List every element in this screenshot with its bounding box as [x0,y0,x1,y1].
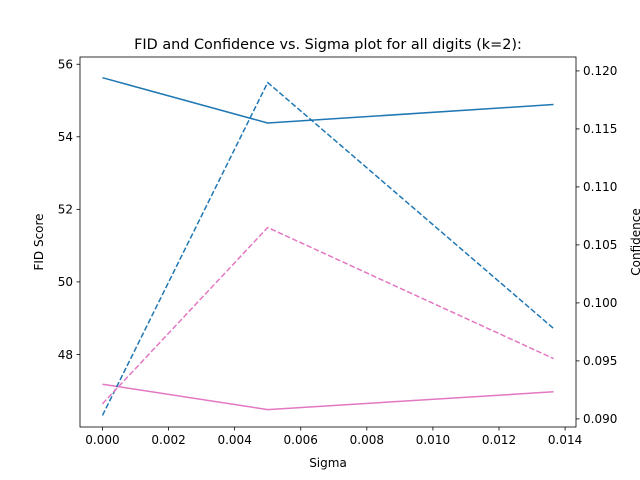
x-tick-label: 0.004 [217,433,251,447]
y-tick-label-right: 0.120 [583,64,617,78]
y-tick-label-left: 54 [58,130,73,144]
x-tick-label: 0.010 [416,433,450,447]
x-tick-label: 0.012 [482,433,516,447]
x-tick-label: 0.008 [350,433,384,447]
y-axis-right: 0.090 0.095 0.100 0.105 0.110 0.115 0.120 [576,64,617,426]
x-tick-label: 0.000 [85,433,119,447]
series-layer [101,76,555,416]
y-tick-label-left: 50 [58,275,73,289]
series-line-2-left-solid [102,383,554,411]
y-tick-label-left: 56 [58,58,73,72]
series-line-4-right-dashed [101,226,554,405]
x-tick-label: 0.002 [151,433,185,447]
y-tick-label-right: 0.115 [583,122,617,136]
x-axis: 0.000 0.002 0.004 0.006 0.008 0.010 0.012 0.014 [85,427,582,447]
y-axis-left: 48 50 52 54 56 [58,58,80,362]
series-line-1-left-solid [102,76,554,124]
y-axis-label-left: FID Score [32,213,46,270]
x-tick-label: 0.014 [548,433,582,447]
plot-frame [79,56,577,428]
y-tick-label-right: 0.110 [583,180,617,194]
chart-title: FID and Confidence vs. Sigma plot for al… [134,37,522,53]
y-axis-label-right: Confidence [629,208,640,275]
y-tick-label-left: 48 [58,348,73,362]
y-tick-label-left: 52 [58,203,73,217]
y-tick-label-right: 0.100 [583,296,617,310]
y-tick-label-right: 0.105 [583,238,617,252]
y-tick-label-right: 0.095 [583,354,617,368]
x-axis-label: Sigma [309,456,347,470]
y-tick-label-right: 0.090 [583,412,617,426]
series-line-3-right-dashed [101,81,555,416]
x-tick-label: 0.006 [284,433,318,447]
